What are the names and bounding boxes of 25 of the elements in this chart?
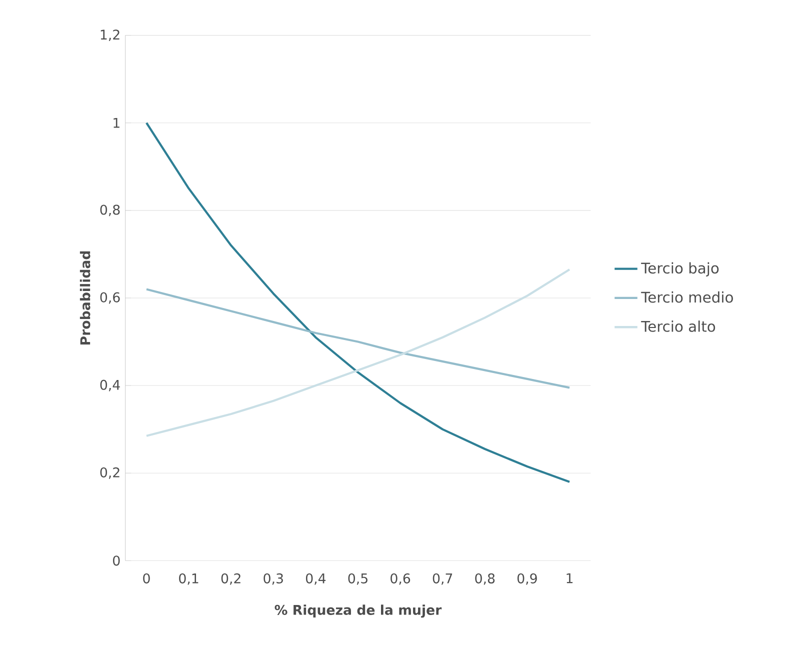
y-tick-label: 0,8 — [100, 204, 120, 216]
x-tick-label: 0,8 — [475, 573, 495, 585]
line-series — [145, 122, 571, 483]
x-tick-label: 0,7 — [432, 573, 452, 585]
x-tick-label: 0,1 — [179, 573, 198, 585]
x-axis-title: % Riqueza de la mujer — [274, 604, 442, 618]
x-tick-label: 0,2 — [221, 573, 240, 585]
y-tick-label: 0 — [113, 556, 120, 566]
y-tick-label: 1 — [114, 118, 120, 128]
x-tick-label: 0 — [143, 573, 150, 584]
y-tick-label: 0,6 — [100, 292, 120, 304]
x-tick-label: 0,3 — [264, 573, 283, 585]
x-tick-label: 1 — [566, 573, 573, 584]
legend-label: Tercio bajo — [641, 262, 719, 276]
y-tick-label: 1,2 — [100, 30, 120, 42]
y-axis-title: Probabilidad — [80, 251, 90, 344]
y-tick-label: 0,2 — [100, 467, 120, 479]
legend-label: Tercio alto — [641, 320, 716, 332]
x-tick-label: 0,9 — [517, 573, 537, 585]
x-tick-label: 0,4 — [306, 573, 326, 585]
x-tick-label: 0,5 — [348, 573, 368, 585]
legend-label: Tercio medio — [641, 291, 733, 303]
y-tick-label: 0,4 — [100, 380, 120, 392]
x-tick-label: 0,6 — [390, 573, 410, 585]
line-series — [145, 268, 571, 437]
